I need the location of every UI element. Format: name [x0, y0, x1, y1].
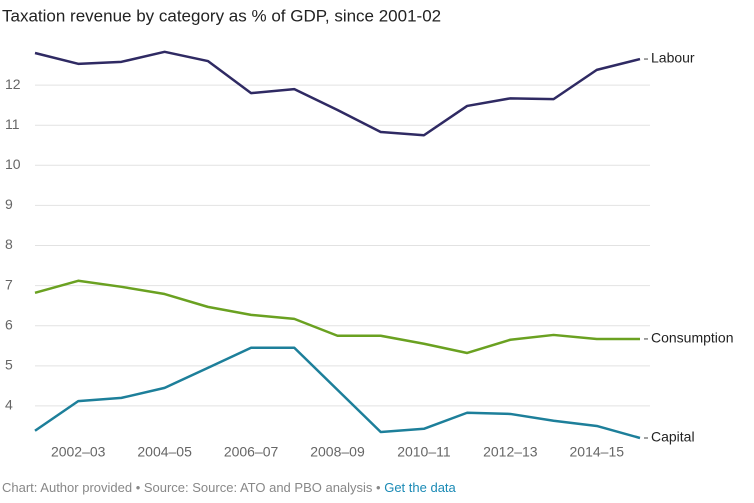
x-tick-label: 2002–03 — [51, 444, 106, 460]
y-tick-label: 11 — [5, 116, 20, 132]
x-tick-label: 2014–15 — [570, 444, 625, 460]
x-tick-label: 2010–11 — [397, 444, 451, 460]
y-tick-label: 8 — [5, 236, 13, 252]
y-tick-label: 7 — [5, 276, 13, 292]
x-tick-label: 2012–13 — [483, 444, 538, 460]
chart-title: Taxation revenue by category as % of GDP… — [2, 6, 441, 25]
series-line — [34, 346, 641, 440]
y-tick-label: 6 — [5, 316, 13, 332]
y-tick-label: 12 — [5, 76, 21, 92]
chart: Taxation revenue by category as % of GDP… — [2, 6, 734, 460]
x-tick-label: 2006–07 — [224, 444, 279, 460]
series-label: Capital — [651, 429, 695, 445]
series-line — [34, 50, 641, 137]
y-tick-label: 5 — [5, 357, 13, 373]
y-tick-label: 4 — [5, 397, 13, 413]
y-tick-label: 9 — [5, 196, 13, 212]
y-tick-label: 10 — [5, 156, 21, 172]
source-note: Chart: Author provided • Source: Source:… — [2, 480, 381, 495]
series-label: Labour — [651, 50, 695, 66]
series-line — [34, 279, 640, 355]
footer: Chart: Author provided • Source: Source:… — [2, 480, 456, 495]
x-tick-label: 2008–09 — [310, 444, 365, 460]
series-label: Consumption — [651, 330, 734, 346]
x-tick-label: 2004–05 — [137, 444, 192, 460]
data-link[interactable]: Get the data — [384, 480, 456, 495]
